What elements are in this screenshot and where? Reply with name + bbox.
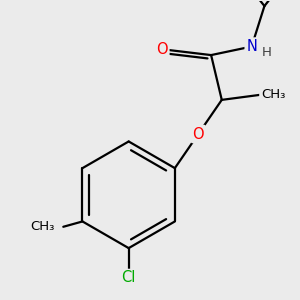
Text: O: O xyxy=(193,127,204,142)
Text: CH₃: CH₃ xyxy=(30,220,54,233)
Text: CH₃: CH₃ xyxy=(261,88,285,101)
Text: Cl: Cl xyxy=(122,271,136,286)
Text: H: H xyxy=(262,46,272,59)
Text: N: N xyxy=(246,39,257,54)
Text: O: O xyxy=(156,42,168,57)
